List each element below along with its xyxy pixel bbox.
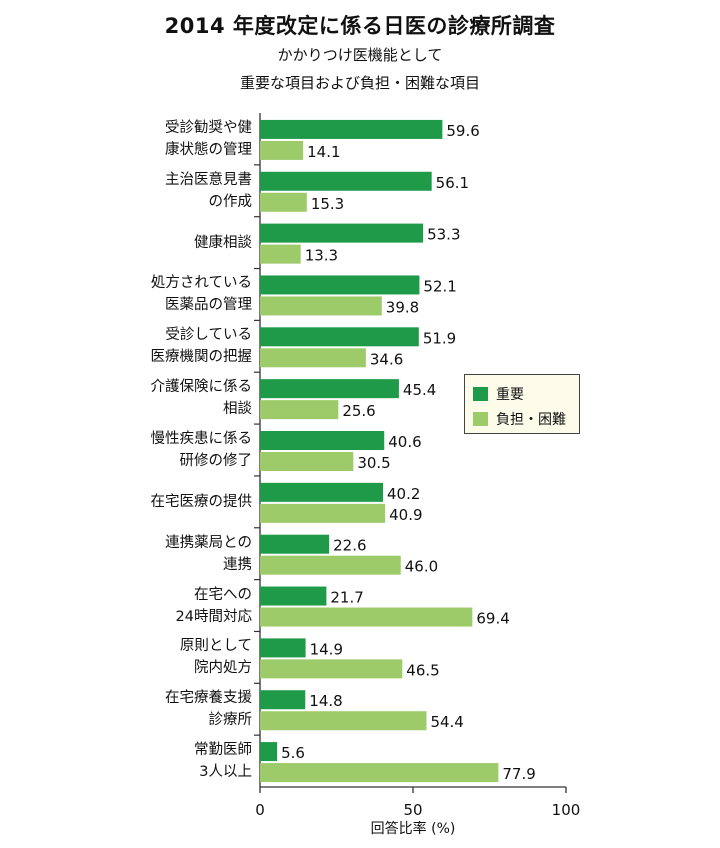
bar-important [260,534,330,554]
bar-important [260,482,384,502]
bar-burden [260,659,403,679]
data-label: 25.6 [342,402,375,420]
category-label: 受診している 医療機関の把握 [150,327,253,366]
legend-label-burden: 負担・困難 [496,412,566,428]
x-axis-label: 回答比率 (%) [370,821,456,837]
category-label: 処方されている 医薬品の管理 [150,275,252,314]
data-label: 34.6 [370,350,403,368]
x-tick-label: 100 [552,801,581,819]
data-label: 39.8 [386,298,419,316]
legend-item-burden: 負担・困難 [473,409,566,429]
category-label: 受診勧奨や健 康状態の管理 [165,119,252,158]
data-label: 21.7 [330,589,363,607]
bar-important [260,223,424,243]
bar-important [260,327,419,347]
data-label: 40.6 [388,433,421,451]
chart-subtitle-line2: 重要な項目および負担・困難な項目 [239,74,480,92]
legend-swatch-important [473,387,488,401]
data-label: 69.4 [476,610,509,628]
data-label: 13.3 [305,247,338,265]
bar-important [260,171,432,191]
category-label: 主治医意見書 の作成 [165,171,252,210]
bar-burden [260,607,473,627]
legend-swatch-burden [473,412,488,426]
bar-burden [260,296,382,316]
data-label: 40.9 [389,506,422,524]
bar-burden [260,503,386,523]
x-tick-label: 0 [255,801,265,819]
bar-burden [260,400,339,420]
data-label: 14.1 [307,143,340,161]
legend: 重要 負担・困難 [464,374,580,434]
data-label: 56.1 [436,174,469,192]
bar-burden [260,555,401,575]
category-label: 介護保険に係る 相談 [150,379,253,418]
data-label: 40.2 [387,485,420,503]
category-label: 在宅への 24時間対応 [175,586,252,625]
legend-label-important: 重要 [496,387,524,403]
data-label: 22.6 [333,537,366,555]
category-label: 在宅医療の提供 [150,493,253,510]
bar-burden [260,244,301,264]
data-label: 46.0 [405,558,438,576]
bar-important [260,638,306,658]
data-label: 46.5 [406,661,439,679]
data-label: 54.4 [430,713,463,731]
bar-important [260,690,306,710]
bar-important [260,275,420,295]
category-label: 在宅療養支援 診療所 [165,690,252,729]
data-label: 5.6 [281,744,305,762]
data-label: 77.9 [502,765,535,783]
category-label: 健康相談 [194,234,252,251]
bar-burden [260,348,366,368]
data-label: 15.3 [311,195,344,213]
data-label: 14.9 [310,640,343,658]
chart-title: 2014 年度改定に係る日医の診療所調査 [164,14,556,38]
bar-burden [260,192,307,212]
bar-burden [260,763,499,783]
bar-burden [260,140,304,160]
category-label: 常勤医師 3人以上 [194,742,252,781]
x-tick-label: 50 [403,801,422,819]
data-label: 52.1 [423,277,456,295]
data-label: 53.3 [427,226,460,244]
bar-important [260,119,443,139]
bar-burden [260,711,427,731]
data-label: 30.5 [357,454,390,472]
data-label: 51.9 [423,329,456,347]
bar-important [260,379,399,399]
data-label: 59.6 [446,122,479,140]
chart-subtitle-line1: かかりつけ医機能として [277,46,443,64]
bar-important [260,586,327,606]
category-label: 慢性疾患に係る 研修の修了 [150,431,253,469]
legend-item-important: 重要 [473,384,524,404]
category-label: 原則として 院内処方 [179,638,252,677]
data-label: 14.8 [309,692,342,710]
data-label: 45.4 [403,381,436,399]
bar-important [260,742,278,762]
bar-important [260,431,385,450]
bar-burden [260,452,354,471]
category-label: 連携薬局との 連携 [165,534,252,573]
